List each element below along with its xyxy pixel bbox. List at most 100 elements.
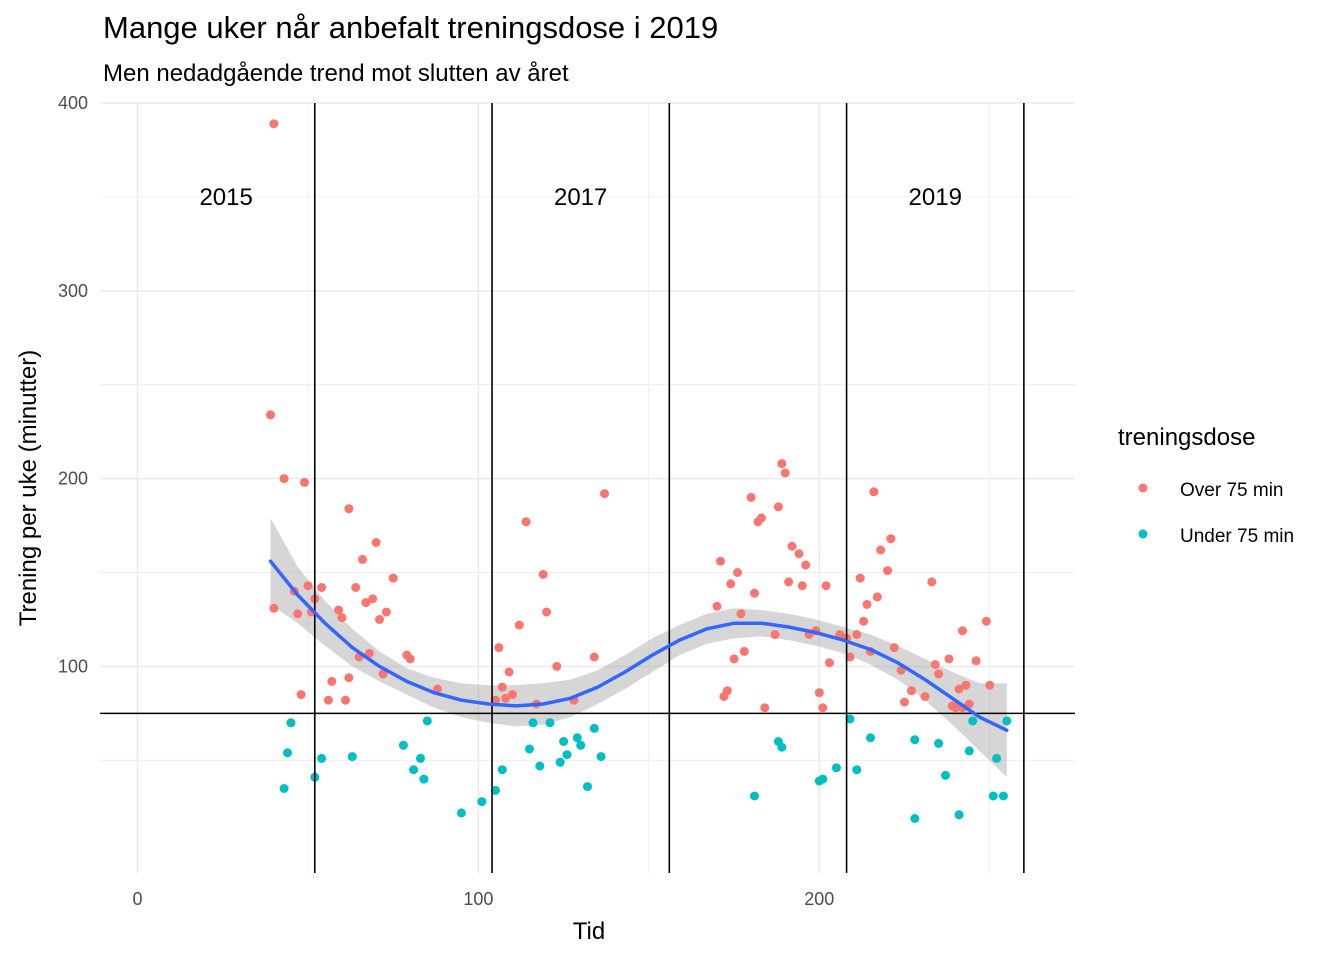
point-over-75 (964, 699, 974, 709)
confidence-band (270, 518, 1007, 778)
point-over-75 (971, 656, 981, 666)
legend-label-over: Over 75 min (1180, 480, 1283, 501)
point-under-75 (572, 733, 582, 743)
point-over-75 (337, 613, 347, 623)
point-under-75 (398, 740, 408, 750)
point-over-75 (825, 658, 834, 668)
point-over-75 (542, 607, 552, 617)
point-under-75 (491, 785, 500, 795)
point-under-75 (279, 784, 289, 793)
legend-title: treningsdose (1118, 424, 1255, 451)
year-label: 2017 (554, 184, 607, 211)
point-over-75 (405, 654, 415, 664)
year-label: 2015 (199, 184, 252, 211)
year-label: 2019 (909, 184, 962, 211)
point-over-75 (859, 616, 869, 626)
point-over-75 (589, 652, 599, 662)
point-under-75 (852, 765, 862, 775)
point-under-75 (416, 753, 425, 763)
point-under-75 (283, 748, 292, 758)
point-over-75 (876, 545, 886, 555)
point-over-75 (958, 626, 967, 636)
point-over-75 (341, 695, 350, 705)
point-over-75 (906, 686, 916, 696)
point-under-75 (419, 774, 429, 784)
point-over-75 (794, 549, 804, 559)
chart-title: Mange uker når anbefalt treningsdose i 2… (103, 10, 719, 45)
point-over-75 (726, 579, 736, 589)
point-under-75 (409, 765, 419, 775)
point-over-75 (930, 660, 940, 669)
y-tick-label: 400 (58, 93, 88, 113)
grid (100, 102, 1075, 873)
legend-marker-under (1138, 529, 1148, 539)
point-over-75 (770, 630, 780, 639)
point-under-75 (583, 782, 592, 792)
point-over-75 (501, 693, 511, 703)
point-under-75 (998, 791, 1008, 801)
point-under-75 (750, 791, 759, 801)
point-over-75 (739, 646, 749, 656)
point-over-75 (712, 601, 722, 611)
point-over-75 (883, 566, 892, 576)
point-under-75 (576, 740, 586, 750)
point-under-75 (988, 791, 998, 801)
point-over-75 (746, 492, 756, 502)
point-over-75 (538, 569, 548, 579)
point-over-75 (375, 615, 384, 624)
point-over-75 (821, 581, 831, 591)
point-under-75 (525, 744, 534, 754)
point-over-75 (279, 474, 289, 484)
legend: treningsdose Over 75 min Under 75 min (1118, 424, 1294, 547)
point-over-75 (508, 690, 517, 700)
point-over-75 (729, 654, 739, 664)
x-tick-label: 0 (132, 889, 142, 909)
confidence-band-group (270, 518, 1007, 778)
point-under-75 (1002, 716, 1012, 726)
point-over-75 (323, 695, 333, 705)
point-over-75 (855, 573, 865, 583)
point-under-75 (589, 723, 599, 733)
point-over-75 (296, 690, 306, 700)
point-over-75 (985, 680, 995, 690)
y-axis-title: Trening per uke (minutter) (15, 350, 42, 627)
point-under-75 (964, 746, 974, 756)
point-over-75 (889, 643, 899, 653)
point-over-75 (351, 583, 361, 592)
point-over-75 (756, 513, 766, 523)
point-over-75 (872, 592, 882, 602)
y-tick-label: 200 (58, 469, 88, 489)
point-over-75 (862, 599, 872, 609)
point-under-75 (910, 735, 920, 745)
point-over-75 (920, 692, 930, 701)
point-under-75 (528, 718, 538, 728)
point-over-75 (736, 609, 746, 619)
point-over-75 (944, 654, 954, 664)
point-over-75 (344, 504, 354, 514)
point-under-75 (954, 810, 964, 820)
point-under-75 (497, 765, 507, 775)
x-tick-label: 200 (804, 889, 834, 909)
point-under-75 (968, 716, 978, 726)
point-over-75 (327, 676, 337, 686)
point-under-75 (596, 752, 606, 762)
point-over-75 (814, 688, 824, 698)
point-over-75 (750, 588, 759, 598)
point-over-75 (378, 669, 388, 679)
point-under-75 (422, 716, 432, 726)
point-over-75 (552, 661, 562, 671)
point-over-75 (900, 697, 909, 707)
x-tick-label: 100 (463, 889, 493, 909)
point-over-75 (733, 568, 742, 577)
point-over-75 (266, 410, 275, 420)
point-over-75 (344, 673, 354, 683)
point-over-75 (780, 468, 790, 478)
smooth-trend-line (268, 559, 1009, 733)
smooth-line-group (268, 559, 1009, 733)
point-under-75 (535, 761, 545, 771)
point-over-75 (371, 538, 381, 547)
chart-subtitle: Men nedadgående trend mot slutten av åre… (103, 60, 569, 87)
point-over-75 (852, 630, 862, 639)
data-points (266, 119, 1012, 823)
point-under-75 (347, 752, 357, 762)
